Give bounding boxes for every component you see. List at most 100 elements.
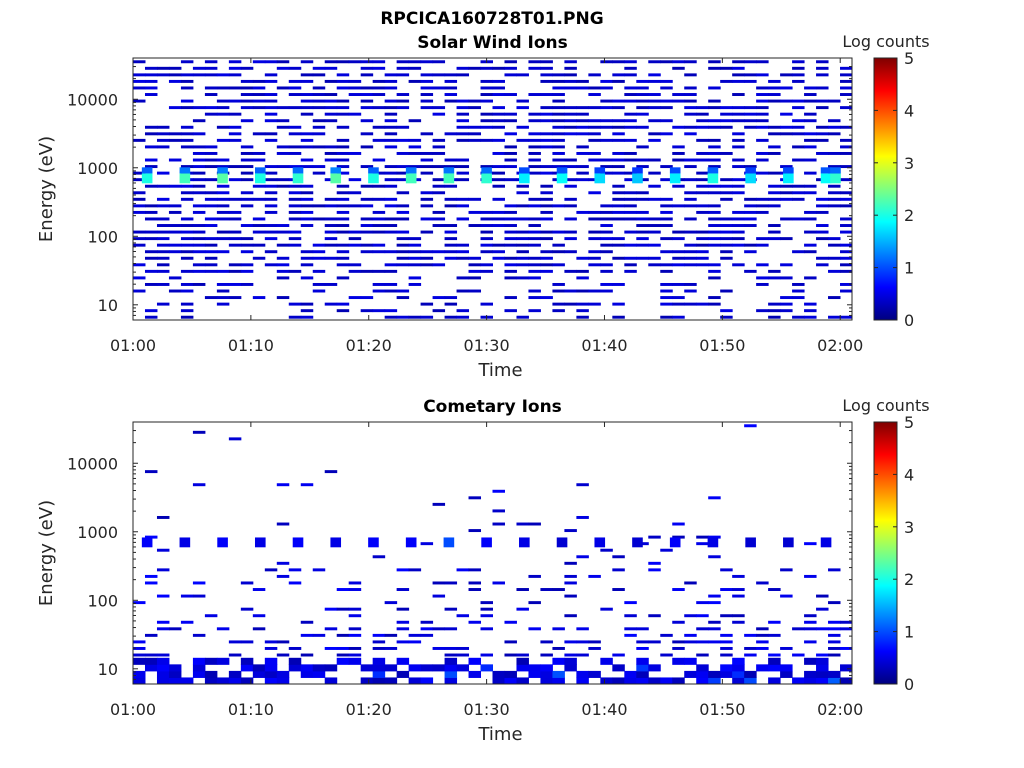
colorbar-label: Log counts (842, 396, 929, 415)
heatmap-cell (756, 151, 769, 155)
heatmap-cell (216, 657, 230, 665)
heatmap-cell (156, 184, 170, 188)
heatmap-cell (480, 237, 493, 241)
heatmap-cell (276, 151, 290, 155)
heatmap-cell (420, 165, 434, 169)
heatmap-cell (180, 230, 194, 234)
heatmap-cell (432, 250, 446, 254)
heatmap-cell (684, 125, 697, 129)
heatmap-cell (396, 204, 410, 208)
heatmap-cell (336, 197, 350, 201)
heatmap-cell (276, 561, 290, 565)
heatmap-cell (456, 178, 470, 182)
heatmap-cell (648, 197, 661, 201)
heatmap-cell (552, 588, 565, 591)
heatmap-cell (408, 250, 422, 254)
heatmap-cell (756, 243, 769, 247)
heatmap-cell (720, 653, 733, 657)
heatmap-cell (780, 125, 793, 129)
heatmap-cell (696, 256, 709, 260)
heatmap-cell (432, 627, 446, 631)
heatmap-cell (768, 302, 781, 306)
heatmap-cell (732, 620, 745, 624)
heatmap-cell (360, 217, 374, 221)
heatmap-cell (168, 627, 182, 631)
heatmap-cell (288, 204, 302, 208)
heatmap-cell (576, 165, 589, 169)
heatmap-cell (396, 178, 410, 182)
heatmap-cell (528, 237, 541, 241)
heatmap-cell (348, 237, 362, 241)
peak-cell (632, 537, 643, 548)
heatmap-cell (528, 151, 541, 155)
heatmap-cell (708, 125, 721, 129)
heatmap-cell (336, 151, 350, 155)
heatmap-cell (228, 670, 242, 678)
heatmap-cell (588, 210, 601, 214)
heatmap-cell (600, 60, 613, 64)
heatmap-cell (540, 79, 553, 83)
heatmap-cell (624, 86, 637, 90)
heatmap-cell (492, 184, 505, 188)
heatmap-cell (504, 256, 517, 260)
heatmap-cell (708, 296, 721, 300)
heatmap-cell (612, 210, 625, 214)
heatmap-cell (372, 106, 386, 110)
heatmap-cell (192, 132, 206, 136)
heatmap-cell (480, 210, 493, 214)
heatmap-cell (360, 99, 374, 103)
heatmap-cell (360, 677, 374, 685)
heatmap-cell (804, 138, 817, 142)
heatmap-cell (168, 79, 182, 83)
heatmap-cell (816, 73, 829, 77)
heatmap-cell (216, 138, 230, 142)
heatmap-cell (612, 282, 625, 286)
heatmap-cell (600, 657, 613, 665)
y-tick-label: 10 (98, 296, 118, 315)
heatmap-cell (552, 230, 565, 234)
heatmap-cell (396, 263, 410, 267)
heatmap-cell (576, 269, 589, 273)
heatmap-cell (600, 119, 613, 123)
heatmap-cell (696, 677, 709, 685)
heatmap-cell (144, 145, 158, 149)
heatmap-cell (144, 282, 158, 286)
heatmap-cell (144, 79, 158, 83)
heatmap-cell (696, 653, 709, 657)
heatmap-cell (576, 653, 589, 657)
heatmap-cell (408, 60, 422, 64)
heatmap-cell (804, 614, 817, 618)
heatmap-cell (480, 627, 493, 631)
heatmap-cell (492, 178, 505, 182)
heatmap-cell (816, 657, 829, 665)
heatmap-cell (516, 276, 529, 280)
heatmap-cell (768, 309, 781, 313)
heatmap-cell (372, 657, 386, 665)
heatmap-cell (372, 217, 386, 221)
peak-cell (707, 537, 719, 548)
heatmap-cell (708, 165, 721, 169)
heatmap-cell (744, 106, 757, 110)
heatmap-cell (576, 256, 589, 260)
heatmap-cell (216, 106, 230, 110)
heatmap-cell (168, 289, 182, 293)
heatmap-cell (564, 614, 577, 618)
heatmap-cell (624, 73, 637, 77)
heatmap-cell (324, 119, 338, 123)
heatmap-cell (480, 263, 493, 267)
heatmap-cell (516, 237, 529, 241)
heatmap-cell (396, 657, 410, 665)
heatmap-cell (828, 627, 841, 631)
heatmap-cell (696, 119, 709, 123)
heatmap-cell (552, 79, 565, 83)
heatmap-cell (372, 640, 386, 644)
heatmap-cell (180, 677, 194, 685)
heatmap-cell (264, 646, 278, 650)
heatmap-cell (312, 86, 326, 90)
heatmap-cell (133, 263, 146, 267)
heatmap-cell (444, 79, 458, 83)
solar-wind-panel: 01:00 01:10 01:20 01:30 01:40 01:50 02:0010100… (36, 32, 930, 381)
heatmap-cell (180, 302, 194, 306)
heatmap-cell (228, 138, 242, 142)
